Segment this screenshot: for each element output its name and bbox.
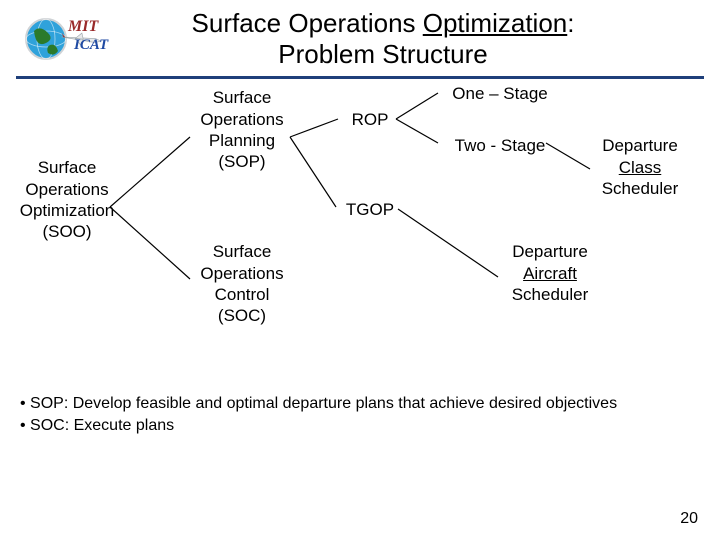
title-line-1: Surface Operations Optimization: — [192, 8, 575, 38]
node-soo: Surface Operations Optimization (SOO) — [12, 157, 122, 242]
node-rop: ROP — [340, 109, 400, 130]
soo-line4: (SOO) — [12, 221, 122, 242]
bullet-sop: • SOP: Develop feasible and optimal depa… — [20, 393, 700, 415]
node-tgop: TGOP — [340, 199, 400, 220]
sop-line2: Operations — [192, 109, 292, 130]
soo-line3: Optimization — [12, 200, 122, 221]
node-das: Departure Aircraft Scheduler — [500, 241, 600, 305]
two-stage-label: Two - Stage — [440, 135, 560, 156]
dcs-line2: Class — [590, 157, 690, 178]
soc-line3: Control — [192, 284, 292, 305]
node-two-stage: Two - Stage — [440, 135, 560, 156]
das-line3: Scheduler — [500, 284, 600, 305]
rop-label: ROP — [340, 109, 400, 130]
sop-line3: Planning — [192, 130, 292, 151]
one-stage-label: One – Stage — [440, 83, 560, 104]
dcs-line1: Departure — [590, 135, 690, 156]
soc-line4: (SOC) — [192, 305, 292, 326]
node-dcs: Departure Class Scheduler — [590, 135, 690, 199]
page-number: 20 — [680, 510, 698, 528]
sop-line4: (SOP) — [192, 151, 292, 172]
soc-line1: Surface — [192, 241, 292, 262]
soo-line1: Surface — [12, 157, 122, 178]
das-line1: Departure — [500, 241, 600, 262]
node-one-stage: One – Stage — [440, 83, 560, 104]
das-line2: Aircraft — [500, 263, 600, 284]
logo-top-text: MIT — [67, 18, 99, 35]
mit-icat-logo: MIT ICAT — [24, 9, 110, 69]
node-soc: Surface Operations Control (SOC) — [192, 241, 292, 326]
header: MIT ICAT Surface Operations Optimization… — [0, 0, 720, 76]
dcs-line3: Scheduler — [590, 178, 690, 199]
soo-line2: Operations — [12, 179, 122, 200]
title-line-2: Problem Structure — [278, 39, 488, 69]
tgop-label: TGOP — [340, 199, 400, 220]
logo-bottom-text: ICAT — [73, 37, 109, 53]
sop-line1: Surface — [192, 87, 292, 108]
bullet-soc: • SOC: Execute plans — [20, 415, 700, 437]
soc-line2: Operations — [192, 263, 292, 284]
page-title: Surface Operations Optimization: Problem… — [110, 8, 696, 70]
tree-diagram: Surface Operations Optimization (SOO) Su… — [0, 79, 720, 389]
bullet-list: • SOP: Develop feasible and optimal depa… — [0, 389, 720, 436]
node-sop: Surface Operations Planning (SOP) — [192, 87, 292, 172]
